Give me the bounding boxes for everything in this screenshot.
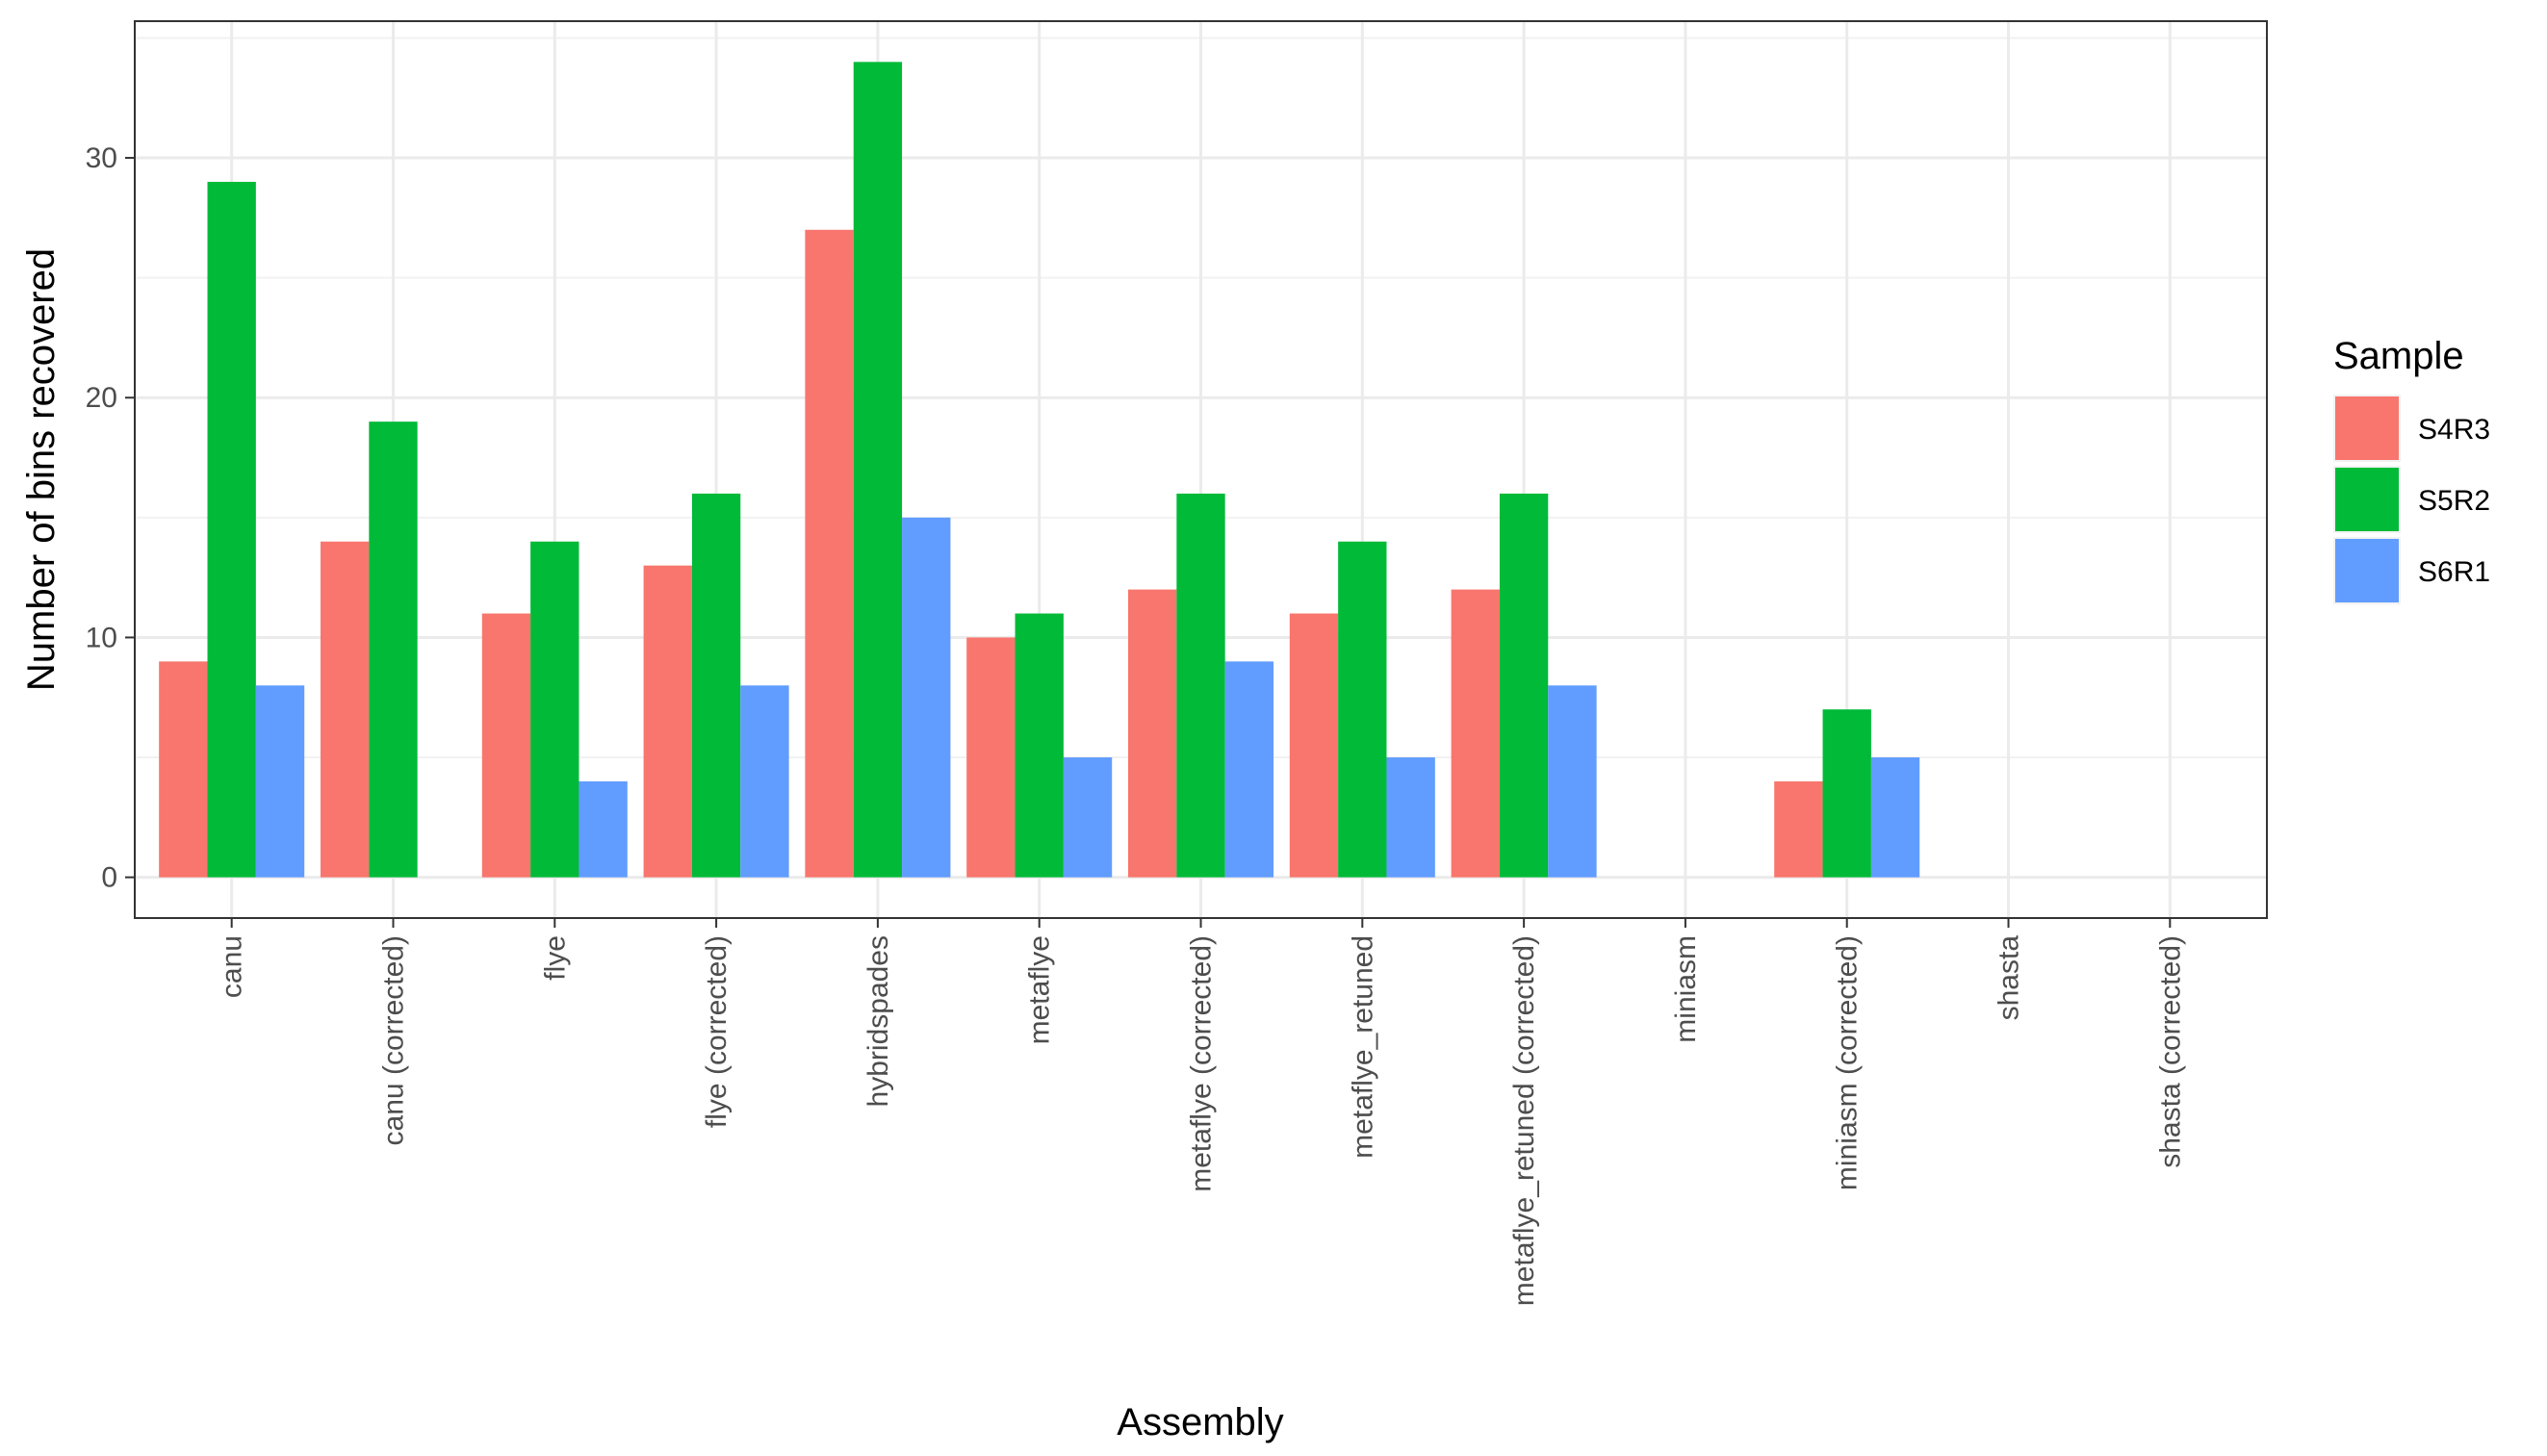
bar-s4r3 (320, 541, 370, 878)
bar-s6r1 (1224, 661, 1274, 878)
y-tick-label: 30 (86, 142, 117, 174)
x-tick-label: metaflye_retuned (corrected) (1508, 935, 1540, 1306)
bar-s4r3 (805, 229, 854, 878)
bar-s6r1 (1386, 757, 1435, 878)
x-tick-label: flye (539, 935, 571, 981)
bar-s5r2 (1822, 709, 1871, 878)
y-tick-label: 10 (86, 622, 117, 653)
legend-label-s4r3: S4R3 (2418, 414, 2490, 446)
bar-s6r1 (1548, 685, 1597, 878)
legend-label-s5r2: S5R2 (2418, 485, 2490, 517)
bar-s5r2 (207, 181, 256, 878)
bar-s6r1 (255, 685, 305, 878)
x-tick-label: canu (corrected) (377, 935, 409, 1145)
bar-s5r2 (530, 541, 579, 878)
bar-s5r2 (1176, 493, 1225, 878)
legend-title: Sample (2333, 335, 2464, 377)
bar-s6r1 (902, 517, 951, 878)
x-axis-title: Assembly (1117, 1401, 1283, 1443)
x-axis: canu canu (corrected) flye flye (corrected)… (217, 918, 2186, 1306)
bar-s4r3 (159, 661, 208, 878)
bar-s5r2 (1015, 613, 1064, 878)
bar-s5r2 (691, 493, 741, 878)
bar-s5r2 (853, 62, 903, 878)
bar-s5r2 (1499, 493, 1549, 878)
x-tick-label: canu (217, 935, 248, 998)
bar-s6r1 (1870, 757, 1920, 878)
bar-s6r1 (740, 685, 789, 878)
x-tick-label: metaflye (1024, 935, 1056, 1044)
legend-swatch-s6r1 (2335, 539, 2399, 602)
x-tick-label: shasta (1994, 935, 2025, 1021)
bars (159, 62, 1920, 878)
bar-s5r2 (1338, 541, 1387, 878)
bar-s4r3 (481, 613, 531, 878)
legend-label-s6r1: S6R1 (2418, 556, 2490, 588)
x-tick-label: metaflye_retuned (1347, 935, 1378, 1159)
y-tick-label: 0 (101, 862, 117, 894)
bar-s6r1 (1063, 757, 1113, 878)
bar-s4r3 (1451, 589, 1500, 878)
x-tick-label: hybridspades (862, 935, 894, 1107)
x-tick-label: miniasm (1670, 935, 1702, 1043)
legend-swatch-s4r3 (2335, 396, 2399, 460)
legend-swatch-s5r2 (2335, 468, 2399, 531)
bar-s4r3 (643, 565, 692, 878)
bar-s6r1 (579, 780, 628, 878)
y-axis: 0 10 20 30 (86, 142, 135, 894)
legend: Sample S4R3 S5R2 S6R1 (2333, 335, 2490, 604)
bar-s4r3 (966, 637, 1016, 878)
y-tick-label: 20 (86, 382, 117, 414)
bar-s4r3 (1774, 780, 1823, 878)
y-axis-title: Number of bins recovered (20, 248, 63, 691)
x-tick-label: flye (corrected) (701, 935, 733, 1128)
x-tick-label: metaflye (corrected) (1186, 935, 1218, 1192)
bar-s4r3 (1127, 589, 1177, 878)
x-tick-label: miniasm (corrected) (1832, 935, 1864, 1190)
bar-s4r3 (1289, 613, 1339, 878)
bar-s5r2 (369, 421, 418, 878)
x-tick-label: shasta (corrected) (2154, 935, 2186, 1168)
